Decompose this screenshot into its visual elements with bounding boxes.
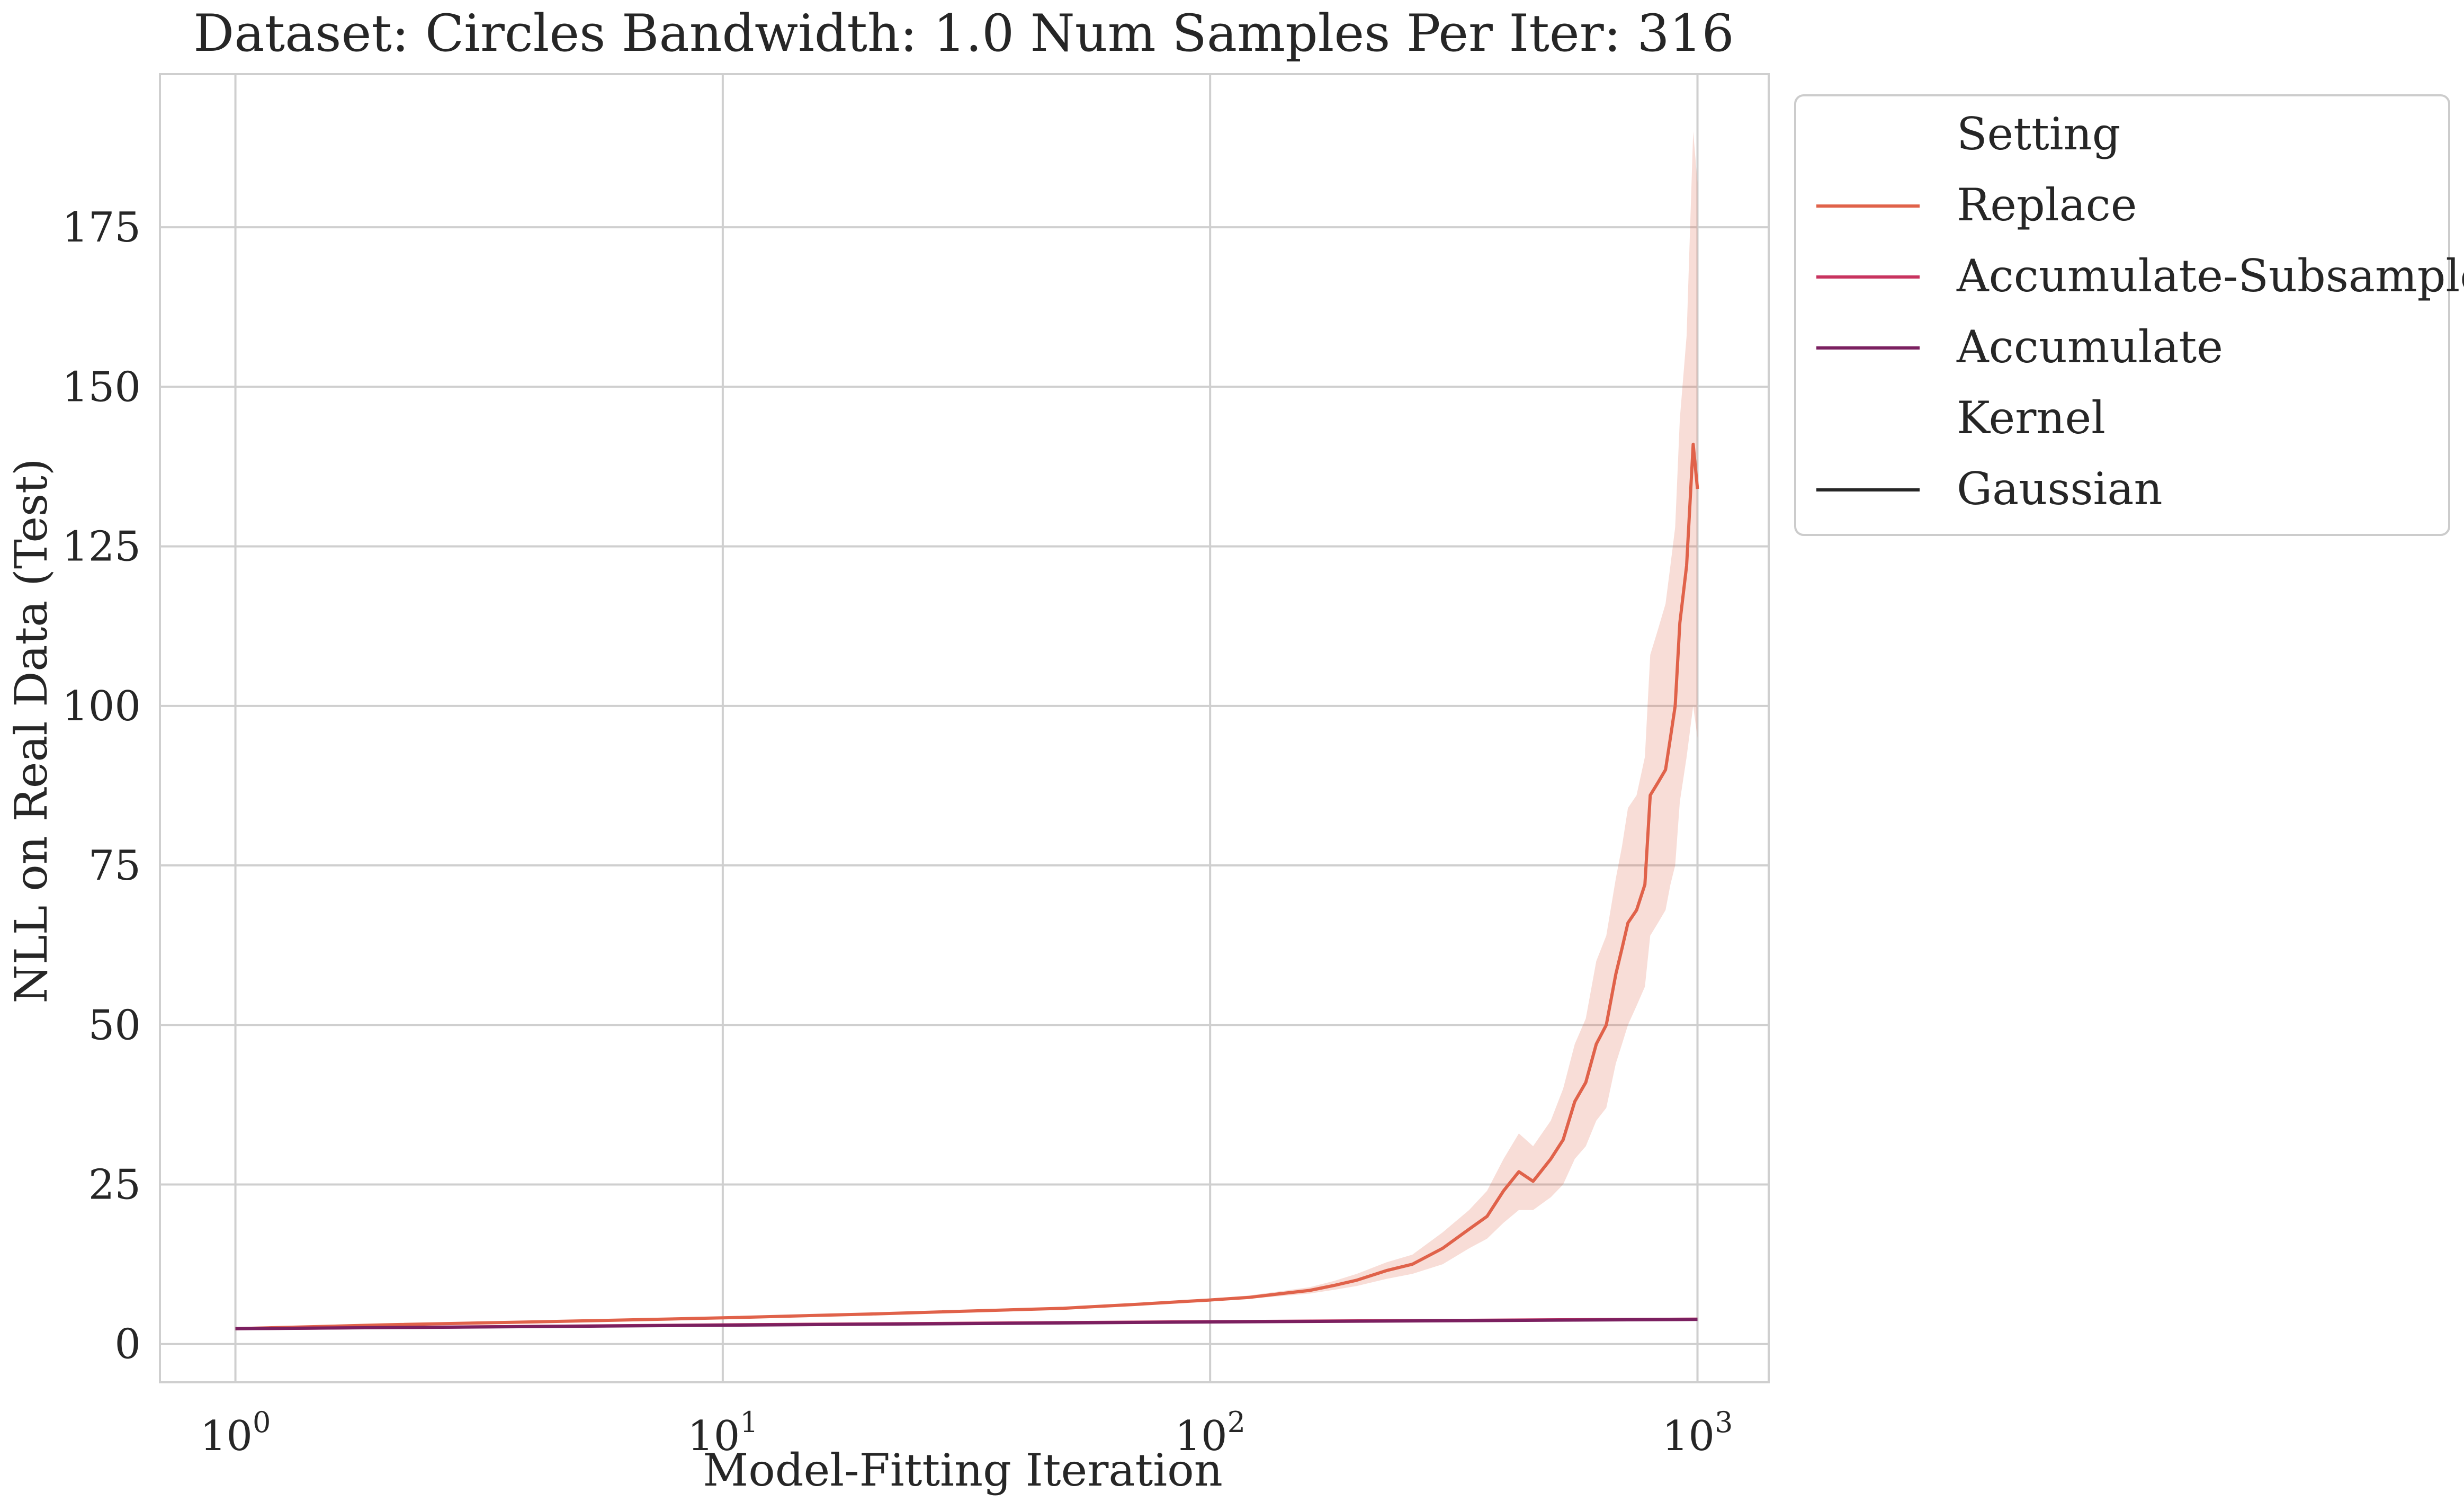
x-tick-label: 100	[200, 1406, 271, 1460]
y-tick-label: 150	[62, 363, 141, 411]
grid	[160, 74, 1769, 1382]
confidence-band-replace	[235, 131, 1698, 1329]
x-tick-label: 103	[1662, 1406, 1733, 1460]
x-axis-label: Model-Fitting Iteration	[703, 1444, 1223, 1496]
y-tick-label: 0	[114, 1321, 141, 1369]
y-tick-label: 25	[88, 1161, 141, 1209]
y-axis-label: NLL on Real Data (Test)	[5, 458, 57, 1003]
series-lines	[235, 442, 1699, 1330]
legend-label: Setting	[1957, 108, 2121, 160]
y-tick-label: 50	[88, 1002, 141, 1049]
series-line-replace	[235, 442, 1699, 1330]
confidence-bands	[235, 131, 1698, 1329]
legend-label: Gaussian	[1957, 463, 2163, 515]
y-ticks: 0 25 50 75 100 125 150 175	[62, 204, 141, 1369]
x-tick-label: 102	[1175, 1406, 1246, 1460]
y-tick-label: 75	[88, 842, 141, 890]
x-tick-label: 101	[687, 1406, 758, 1460]
legend-label: Kernel	[1957, 392, 2105, 444]
legend: Setting Replace Accumulate-Subsample Accumu…	[1794, 94, 2464, 536]
chart-title: Dataset: Circles Bandwidth: 1.0 Num Samp…	[193, 4, 1734, 63]
y-tick-label: 125	[62, 523, 141, 571]
legend-label: Accumulate	[1956, 321, 2223, 373]
legend-box	[1794, 94, 2450, 536]
legend-label: Replace	[1957, 179, 2137, 231]
series-line-accumulate	[235, 1318, 1698, 1330]
y-tick-label: 100	[62, 683, 141, 730]
y-tick-label: 175	[62, 204, 141, 252]
plot-frame	[159, 73, 1770, 1383]
x-ticks: 100 101 102 103	[200, 1406, 1733, 1460]
legend-label: Accumulate-Subsample	[1956, 250, 2464, 302]
